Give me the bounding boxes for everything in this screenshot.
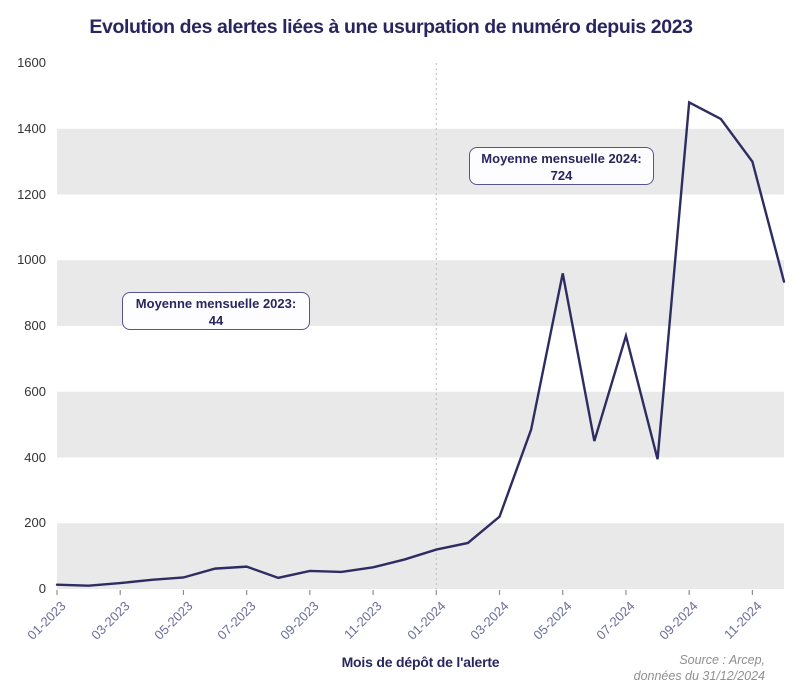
grid-band (57, 391, 784, 458)
chart-title: Evolution des alertes liées à une usurpa… (89, 16, 693, 38)
y-tick-label: 1200 (17, 186, 46, 202)
source-line-1: Source : Arcep, (679, 653, 765, 667)
annotation-average-2024: Moyenne mensuelle 2024: 724 (469, 147, 654, 185)
annotation-2023-label: Moyenne mensuelle 2023: (135, 296, 297, 311)
x-axis-title: Mois de dépôt de l'alerte (341, 654, 500, 670)
y-tick-label: 600 (24, 383, 46, 399)
annotation-2024-value: 724 (550, 167, 573, 183)
y-tick-label: 1400 (17, 120, 46, 136)
y-tick-label: 0 (38, 581, 46, 596)
grid-band (57, 128, 784, 195)
source-note: Source : Arcep, données du 31/12/2024 (634, 653, 765, 684)
annotation-2024-label: Moyenne mensuelle 2024: (481, 151, 642, 166)
grid-bands (57, 128, 784, 589)
annotation-2023-value: 44 (208, 312, 224, 328)
y-tick-label: 1600 (17, 55, 46, 70)
y-tick-label: 200 (24, 515, 46, 531)
x-axis-ticks (56, 590, 753, 595)
data-line (55, 100, 786, 587)
y-tick-label: 400 (24, 449, 46, 465)
y-tick-label: 800 (24, 318, 46, 333)
y-tick-label: 1000 (17, 252, 46, 268)
annotation-average-2023: Moyenne mensuelle 2023: 44 (122, 292, 310, 330)
source-line-2: données du 31/12/2024 (633, 668, 765, 683)
